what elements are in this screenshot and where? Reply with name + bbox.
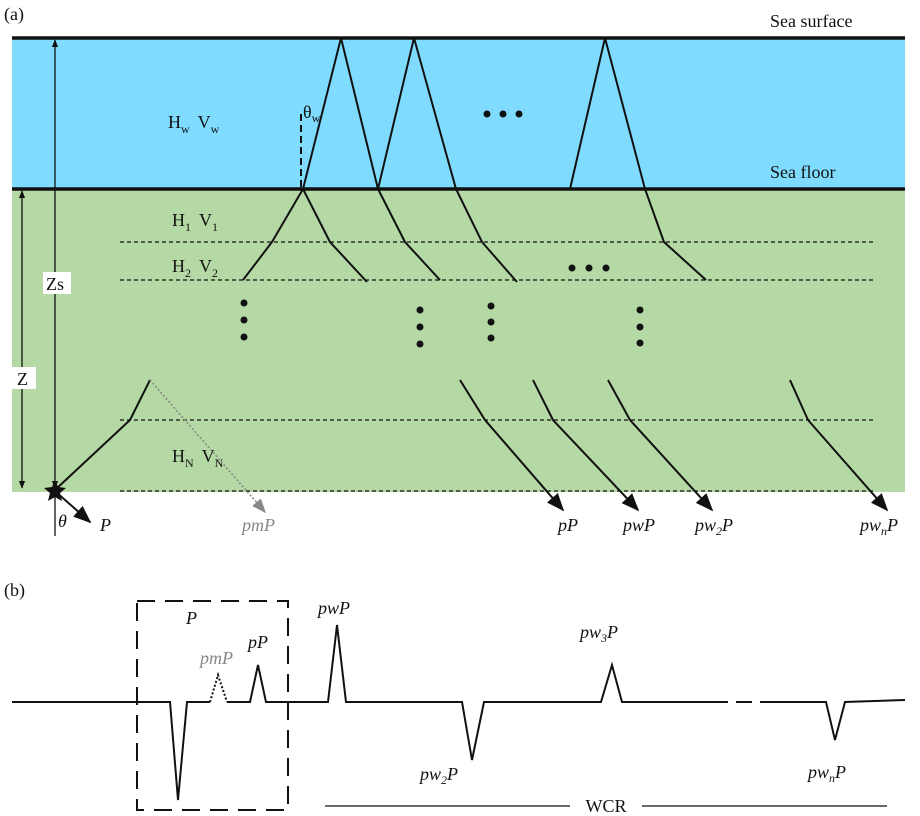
dot: [603, 265, 610, 272]
text-part: 1: [185, 220, 191, 234]
text-part: H: [172, 256, 185, 276]
dot: [241, 300, 248, 307]
text-part: P: [446, 764, 458, 784]
dot: [488, 319, 495, 326]
phase-label: pwP: [316, 598, 350, 618]
text-part: pw: [693, 515, 716, 535]
text-part: H: [172, 446, 185, 466]
text-part: pw: [578, 622, 601, 642]
text-part: 2: [212, 266, 218, 280]
dot: [484, 111, 491, 118]
text-part: P: [721, 515, 733, 535]
dot: [569, 265, 576, 272]
phase-label: P: [99, 515, 111, 535]
text-part: N: [215, 456, 224, 470]
angle-label: θ: [58, 511, 67, 531]
text-part: 2: [185, 266, 191, 280]
box-label: P: [185, 608, 197, 628]
dot: [241, 317, 248, 324]
text-part: V: [199, 210, 212, 230]
dot: [586, 265, 593, 272]
sea-floor-label: Sea floor: [770, 162, 835, 182]
text-part: V: [202, 446, 215, 466]
phase-label: pwnP: [806, 762, 846, 785]
figure: (a) Sea surface Sea floor HwVw H1V1 H2V2…: [0, 0, 920, 816]
text-part: pw: [858, 515, 881, 535]
phase-label: pwP: [621, 515, 655, 535]
depth-label: Zs: [46, 274, 64, 294]
text-part: H: [168, 112, 181, 132]
phase-label: pw2P: [418, 764, 458, 787]
text-part: w: [181, 122, 190, 136]
phase-label: pP: [556, 515, 578, 535]
text-part: 3: [600, 631, 607, 645]
text-part: pw: [806, 762, 829, 782]
waveform-pmp: [210, 675, 227, 702]
phase-label: pw3P: [578, 622, 618, 645]
phase-label: pmP: [240, 515, 275, 535]
panel-label: (b): [4, 580, 25, 601]
dot: [417, 307, 424, 314]
text-part: V: [198, 112, 211, 132]
dot: [241, 334, 248, 341]
text-part: P: [606, 622, 618, 642]
panel-label: (a): [4, 4, 24, 25]
text-part: N: [185, 456, 194, 470]
dot: [516, 111, 523, 118]
text-part: V: [199, 256, 212, 276]
dot: [637, 307, 644, 314]
phase-label: pmP: [198, 648, 233, 668]
depth-label: Z: [17, 369, 28, 389]
phase-label: pwnP: [858, 515, 898, 538]
dot: [637, 324, 644, 331]
phase-label: pw2P: [693, 515, 733, 538]
text-part: 1: [212, 220, 218, 234]
dot: [417, 341, 424, 348]
text-part: P: [834, 762, 846, 782]
text-part: P: [886, 515, 898, 535]
text-part: w: [211, 122, 220, 136]
sea-surface-label: Sea surface: [770, 11, 852, 31]
waveform: [760, 700, 905, 740]
phase-label: pP: [246, 632, 268, 652]
dot: [488, 303, 495, 310]
text-part: pw: [418, 764, 441, 784]
wcr-label: WCR: [585, 796, 626, 816]
text-part: H: [172, 210, 185, 230]
dot: [417, 324, 424, 331]
waveform: [227, 625, 712, 760]
dot: [488, 335, 495, 342]
text-part: θ: [303, 102, 312, 122]
waveform: [12, 702, 210, 800]
dot: [637, 340, 644, 347]
crust-layers: [12, 189, 905, 492]
dot: [500, 111, 507, 118]
